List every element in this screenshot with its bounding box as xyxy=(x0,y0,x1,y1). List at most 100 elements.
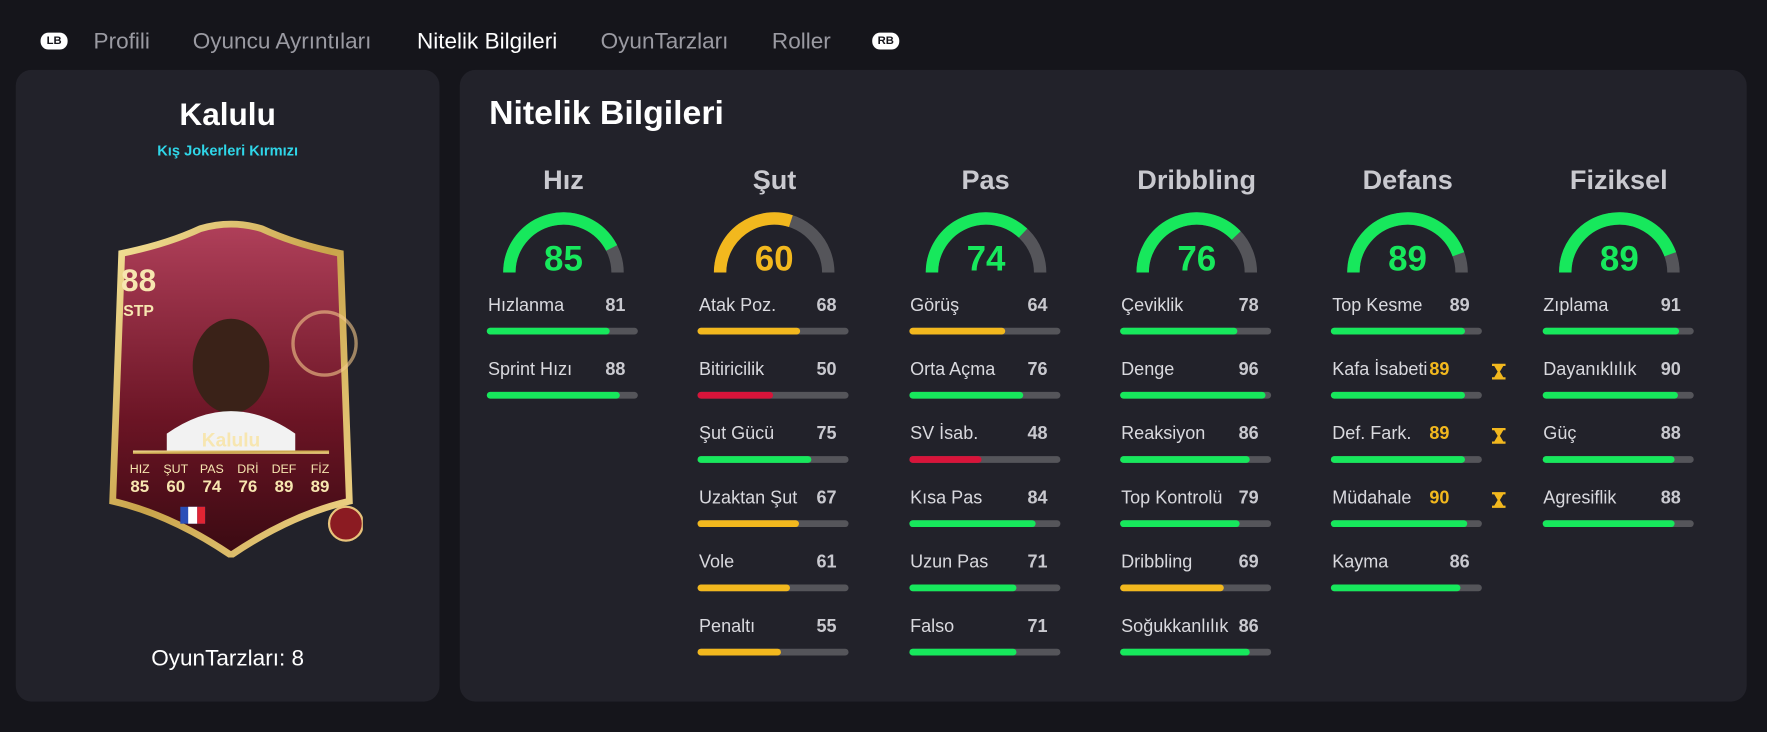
stat-bar-track xyxy=(1542,456,1694,463)
stat-bar-track xyxy=(697,456,849,463)
card-stat-label: PAS xyxy=(200,462,224,476)
stat-value: 69 xyxy=(1238,552,1259,573)
stat-label: Falso xyxy=(910,617,955,637)
card-stat-label: HIZ xyxy=(130,462,150,476)
stat-value: 89 xyxy=(1429,424,1450,444)
playstyles-count: OyunTarzları: 8 xyxy=(151,646,305,672)
gauge-value: 89 xyxy=(1388,240,1427,279)
lb-button[interactable]: LB xyxy=(40,32,68,50)
stat-bar-track xyxy=(1542,327,1694,335)
gauge-fill xyxy=(503,212,618,273)
stat-label: Güç xyxy=(1543,424,1577,444)
stat-bar-track xyxy=(1542,520,1694,528)
stat-bar-track xyxy=(697,648,849,656)
stat-label: Sprint Hızı xyxy=(487,360,573,380)
nav-tab[interactable]: Roller xyxy=(771,29,831,55)
stat-bar-track xyxy=(486,327,638,335)
stat-label: Dribbling xyxy=(1121,552,1193,573)
stat-label: Şut Gücü xyxy=(699,424,775,444)
stat-value: 86 xyxy=(1238,617,1259,637)
card-divider xyxy=(132,450,330,454)
stat-bar-track xyxy=(1331,520,1483,528)
card-stat-label: FİZ xyxy=(311,462,330,476)
stat-value: 96 xyxy=(1238,360,1259,380)
stat-bar xyxy=(1542,327,1680,335)
stat-bar xyxy=(908,584,1017,592)
stat-value: 75 xyxy=(816,424,837,444)
gauge: 85 xyxy=(503,212,624,278)
card-stat-label: DRİ xyxy=(237,462,258,476)
stat-label: Denge xyxy=(1121,360,1175,380)
group-name: Dribbling xyxy=(1137,165,1256,196)
stat-bar-track xyxy=(1331,327,1483,335)
stat-bar xyxy=(1542,391,1679,399)
card-name: Kalulu xyxy=(202,431,261,452)
stat-bar xyxy=(1120,456,1250,463)
card-stat-value: 85 xyxy=(130,477,149,496)
stat-value: 78 xyxy=(1238,296,1259,316)
stat-bar-track xyxy=(908,327,1060,335)
stat-value: 67 xyxy=(816,488,837,508)
rb-button[interactable]: RB xyxy=(872,32,900,50)
stat-bar xyxy=(1331,520,1467,528)
nav-tab[interactable]: Profili xyxy=(93,29,150,55)
stat-bar-track xyxy=(1120,327,1272,335)
stat-bar xyxy=(697,327,801,335)
stat-value: 91 xyxy=(1660,296,1681,316)
attributes-panel: Nitelik Bilgileri xyxy=(459,69,1747,702)
stat-bar xyxy=(908,327,1006,335)
gauge-fill xyxy=(714,212,794,273)
stat-value: 71 xyxy=(1027,552,1048,573)
group-name: Hız xyxy=(543,165,584,196)
stat-bar-track xyxy=(486,391,638,399)
stat-bar xyxy=(1120,520,1240,528)
stat-value: 55 xyxy=(816,617,837,637)
stat-value: 84 xyxy=(1027,488,1048,508)
group-name: Defans xyxy=(1362,165,1453,196)
stat-bar xyxy=(1331,584,1461,592)
boost-shape xyxy=(1492,363,1506,380)
gauge: 76 xyxy=(1136,212,1257,279)
stat-bar-track xyxy=(1120,648,1272,656)
stat-value: 48 xyxy=(1027,424,1048,444)
stat-bar xyxy=(1542,520,1676,528)
gauge-value: 76 xyxy=(1177,240,1216,279)
stat-bar-track xyxy=(1120,391,1272,399)
stat-value: 79 xyxy=(1238,488,1259,508)
stat-value: 88 xyxy=(1660,424,1681,444)
stat-bar xyxy=(908,520,1036,528)
stat-bar xyxy=(908,391,1024,399)
stat-label: Top Kesme xyxy=(1332,296,1423,316)
stat-label: Reaksiyon xyxy=(1121,424,1206,444)
gauge: 60 xyxy=(714,212,835,278)
flag-white xyxy=(188,506,198,524)
gauge-fill xyxy=(925,212,1027,273)
gauge-value: 74 xyxy=(966,240,1005,279)
stat-label: SV İsab. xyxy=(910,424,979,444)
player-name: Kalulu xyxy=(179,96,276,132)
stat-bar-track xyxy=(908,391,1060,399)
stat-value: 89 xyxy=(1449,296,1470,316)
stat-value: 88 xyxy=(1660,488,1681,508)
stat-bar-track xyxy=(1120,584,1272,592)
nav-tab[interactable]: Nitelik Bilgileri xyxy=(416,29,558,55)
stat-bar xyxy=(1331,327,1466,335)
stat-bar-track xyxy=(697,520,849,528)
stat-bar xyxy=(697,456,812,463)
nav-tab[interactable]: OyunTarzları xyxy=(600,29,729,55)
stat-bar xyxy=(908,648,1017,656)
attributes-title: Nitelik Bilgileri xyxy=(489,94,724,132)
snowflake xyxy=(291,310,358,377)
stat-label: Hızlanma xyxy=(487,296,565,316)
card-stat-value: 89 xyxy=(311,477,330,496)
stat-bar-track xyxy=(1331,584,1483,592)
stat-bar-track xyxy=(908,584,1060,592)
player-head xyxy=(192,318,270,414)
stat-bar xyxy=(1331,456,1466,463)
boost-icon xyxy=(1492,427,1506,444)
stat-value: 68 xyxy=(816,296,837,316)
nav-tab[interactable]: Oyuncu Ayrıntıları xyxy=(192,29,372,55)
card-stat-value: 74 xyxy=(202,477,221,496)
stat-value: 89 xyxy=(1429,360,1450,380)
